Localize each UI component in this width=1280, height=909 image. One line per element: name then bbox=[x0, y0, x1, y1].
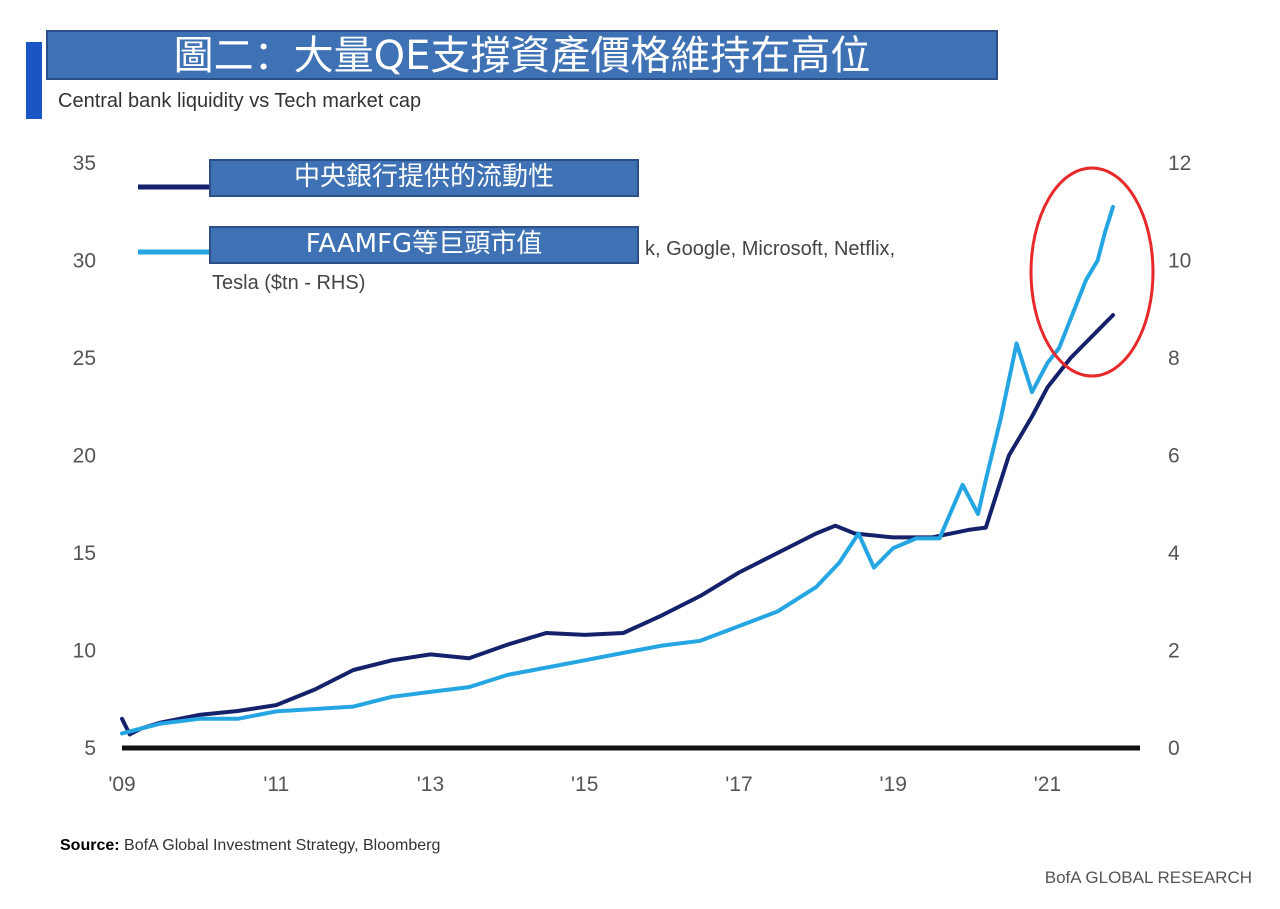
title-accent-bar bbox=[26, 42, 42, 119]
x-tick-label: '09 bbox=[108, 773, 135, 796]
x-tick-label: '11 bbox=[263, 773, 289, 796]
chart-subtitle: Central bank liquidity vs Tech market ca… bbox=[58, 90, 422, 112]
x-tick-label: '19 bbox=[880, 773, 907, 796]
y-right-tick-label: 10 bbox=[1168, 250, 1191, 273]
page-title: 圖二：大量QE支撐資產價格維持在高位 bbox=[46, 30, 998, 80]
brand-label: BofA GLOBAL RESEARCH bbox=[1044, 868, 1252, 887]
source-note: Source: BofA Global Investment Strategy,… bbox=[60, 837, 440, 855]
y-left-tick-label: 10 bbox=[73, 640, 96, 663]
x-tick-label: '17 bbox=[725, 773, 752, 796]
y-right-tick-label: 2 bbox=[1168, 640, 1180, 663]
legend-label-techcap: FAAMFG等巨頭市值 bbox=[209, 226, 639, 264]
y-left-tick-label: 30 bbox=[73, 250, 96, 273]
y-left-tick-label: 35 bbox=[73, 152, 96, 175]
series-line-liquidity bbox=[120, 313, 1115, 737]
y-left-tick-label: 25 bbox=[73, 347, 96, 370]
y-left-tick-label: 5 bbox=[84, 737, 96, 760]
x-tick-label: '21 bbox=[1034, 773, 1061, 796]
y-right-tick-label: 8 bbox=[1168, 347, 1180, 370]
y-right-tick-label: 6 bbox=[1168, 445, 1180, 468]
y-left-tick-label: 15 bbox=[73, 542, 96, 565]
y-right-tick-label: 0 bbox=[1168, 737, 1180, 760]
x-tick-label: '15 bbox=[571, 773, 598, 796]
highlight-circle bbox=[1029, 166, 1155, 378]
source-text: BofA Global Investment Strategy, Bloombe… bbox=[124, 837, 441, 854]
legend-note-units: Tesla ($tn - RHS) bbox=[212, 272, 366, 294]
y-right-tick-label: 12 bbox=[1168, 152, 1191, 175]
legend-label-liquidity: 中央銀行提供的流動性 bbox=[209, 159, 639, 197]
x-tick-label: '13 bbox=[417, 773, 444, 796]
y-right-tick-label: 4 bbox=[1168, 542, 1180, 565]
series-line-techcap bbox=[120, 204, 1115, 736]
legend-note-companies: k, Google, Microsoft, Netflix, bbox=[645, 238, 896, 260]
y-left-tick-label: 20 bbox=[73, 445, 96, 468]
source-label: Source: bbox=[60, 837, 120, 854]
